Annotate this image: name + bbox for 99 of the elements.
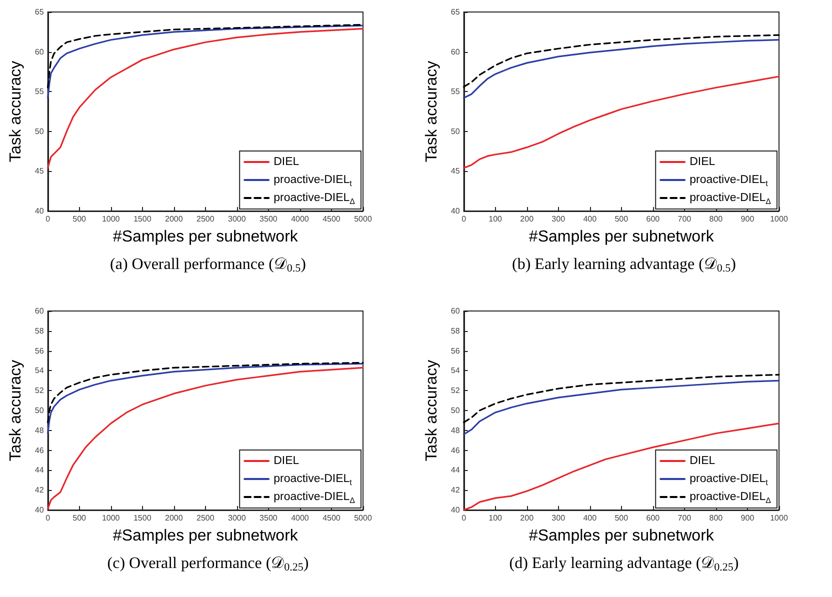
y-tick-label: 60 xyxy=(450,306,460,315)
x-tick-label: 700 xyxy=(678,214,692,224)
y-tick-label: 55 xyxy=(34,87,44,96)
x-tick-label: 900 xyxy=(740,513,755,522)
y-tick-label: 40 xyxy=(450,505,460,514)
y-tick-label: 40 xyxy=(34,505,44,514)
x-tick-label: 0 xyxy=(462,214,467,224)
x-tick-label: 4000 xyxy=(291,214,310,224)
x-tick-label: 3000 xyxy=(228,513,246,522)
x-tick-label: 5000 xyxy=(354,214,372,224)
x-tick-label: 1000 xyxy=(770,513,788,522)
x-tick-label: 0 xyxy=(46,214,51,224)
x-tick-label: 900 xyxy=(740,214,755,224)
x-tick-label: 500 xyxy=(72,513,87,522)
legend-label: DIEL xyxy=(690,454,716,466)
y-tick-label: 58 xyxy=(450,326,460,335)
x-tick-label: 800 xyxy=(709,214,724,224)
x-tick-label: 1000 xyxy=(102,214,120,224)
x-tick-label: 4000 xyxy=(291,513,310,522)
line-series xyxy=(463,379,780,435)
x-tick-label: 500 xyxy=(614,513,629,522)
line-series xyxy=(463,34,780,88)
x-axis-title: #Samples per subnetwork xyxy=(528,228,715,246)
y-tick-label: 48 xyxy=(34,425,44,434)
x-tick-label: 200 xyxy=(520,214,534,224)
x-tick-label: 1500 xyxy=(133,513,152,522)
x-tick-label: 100 xyxy=(488,513,503,522)
y-tick-label: 45 xyxy=(34,166,44,176)
line-series xyxy=(463,39,780,99)
y-tick-label: 50 xyxy=(34,406,44,414)
line-series xyxy=(463,76,780,169)
x-tick-label: 3000 xyxy=(228,214,246,224)
x-tick-label: 2000 xyxy=(164,513,184,522)
y-tick-label: 56 xyxy=(450,346,460,355)
y-tick-label: 65 xyxy=(34,8,44,16)
line-series xyxy=(47,28,364,169)
line-series xyxy=(47,362,364,434)
y-tick-label: 44 xyxy=(34,465,44,474)
y-tick-label: 50 xyxy=(450,126,460,136)
x-tick-label: 4500 xyxy=(322,214,341,224)
y-axis-title: Task accuracy xyxy=(424,60,440,162)
y-tick-label: 52 xyxy=(450,386,460,395)
x-tick-label: 1000 xyxy=(770,214,788,224)
x-tick-label: 3500 xyxy=(260,513,278,522)
x-tick-label: 300 xyxy=(552,214,566,224)
y-tick-label: 48 xyxy=(450,425,460,434)
x-tick-label: 4500 xyxy=(322,513,341,522)
y-tick-label: 42 xyxy=(34,485,44,494)
y-axis-title: Task accuracy xyxy=(8,359,24,461)
x-tick-label: 2000 xyxy=(164,214,184,224)
x-tick-label: 400 xyxy=(583,513,598,522)
y-tick-label: 65 xyxy=(450,8,460,16)
y-axis-title: Task accuracy xyxy=(8,60,24,162)
y-axis-title: Task accuracy xyxy=(424,359,440,461)
x-tick-label: 700 xyxy=(678,513,692,522)
y-tick-label: 52 xyxy=(34,386,44,395)
x-tick-label: 200 xyxy=(520,513,534,522)
line-series xyxy=(463,373,780,423)
y-tick-label: 46 xyxy=(34,445,44,454)
x-tick-label: 400 xyxy=(583,214,598,224)
y-tick-label: 60 xyxy=(34,306,44,315)
y-tick-label: 46 xyxy=(450,445,460,454)
y-tick-label: 60 xyxy=(450,47,460,56)
x-tick-label: 5000 xyxy=(354,513,372,522)
y-tick-label: 58 xyxy=(34,326,44,335)
line-series xyxy=(47,24,364,99)
y-tick-label: 50 xyxy=(34,126,44,136)
y-tick-label: 42 xyxy=(450,485,460,494)
x-axis-title: #Samples per subnetwork xyxy=(528,527,715,544)
y-tick-label: 54 xyxy=(34,366,44,375)
y-tick-label: 50 xyxy=(450,406,460,414)
x-tick-label: 2500 xyxy=(196,214,215,224)
legend-label: DIEL xyxy=(690,156,716,168)
x-tick-label: 600 xyxy=(646,513,660,522)
x-tick-label: 2500 xyxy=(196,513,215,522)
x-axis-title: #Samples per subnetwork xyxy=(112,228,299,246)
y-tick-label: 45 xyxy=(450,166,460,176)
x-tick-label: 100 xyxy=(488,214,503,224)
y-tick-label: 54 xyxy=(450,366,460,375)
y-tick-label: 40 xyxy=(450,206,460,216)
x-tick-label: 1500 xyxy=(133,214,152,224)
x-tick-label: 0 xyxy=(46,513,51,522)
legend-label: DIEL xyxy=(274,454,300,466)
x-tick-label: 600 xyxy=(646,214,660,224)
x-tick-label: 300 xyxy=(552,513,566,522)
line-series xyxy=(47,361,364,423)
x-tick-label: 500 xyxy=(72,214,87,224)
y-tick-label: 60 xyxy=(34,47,44,56)
y-tick-label: 56 xyxy=(34,346,44,355)
x-tick-label: 500 xyxy=(614,214,629,224)
y-tick-label: 55 xyxy=(450,87,460,96)
x-tick-label: 3500 xyxy=(260,214,278,224)
x-axis-title: #Samples per subnetwork xyxy=(112,527,299,544)
y-tick-label: 44 xyxy=(450,465,460,474)
x-tick-label: 0 xyxy=(462,513,467,522)
x-tick-label: 1000 xyxy=(102,513,120,522)
x-tick-label: 800 xyxy=(709,513,724,522)
legend-label: DIEL xyxy=(274,156,300,168)
y-tick-label: 40 xyxy=(34,206,44,216)
